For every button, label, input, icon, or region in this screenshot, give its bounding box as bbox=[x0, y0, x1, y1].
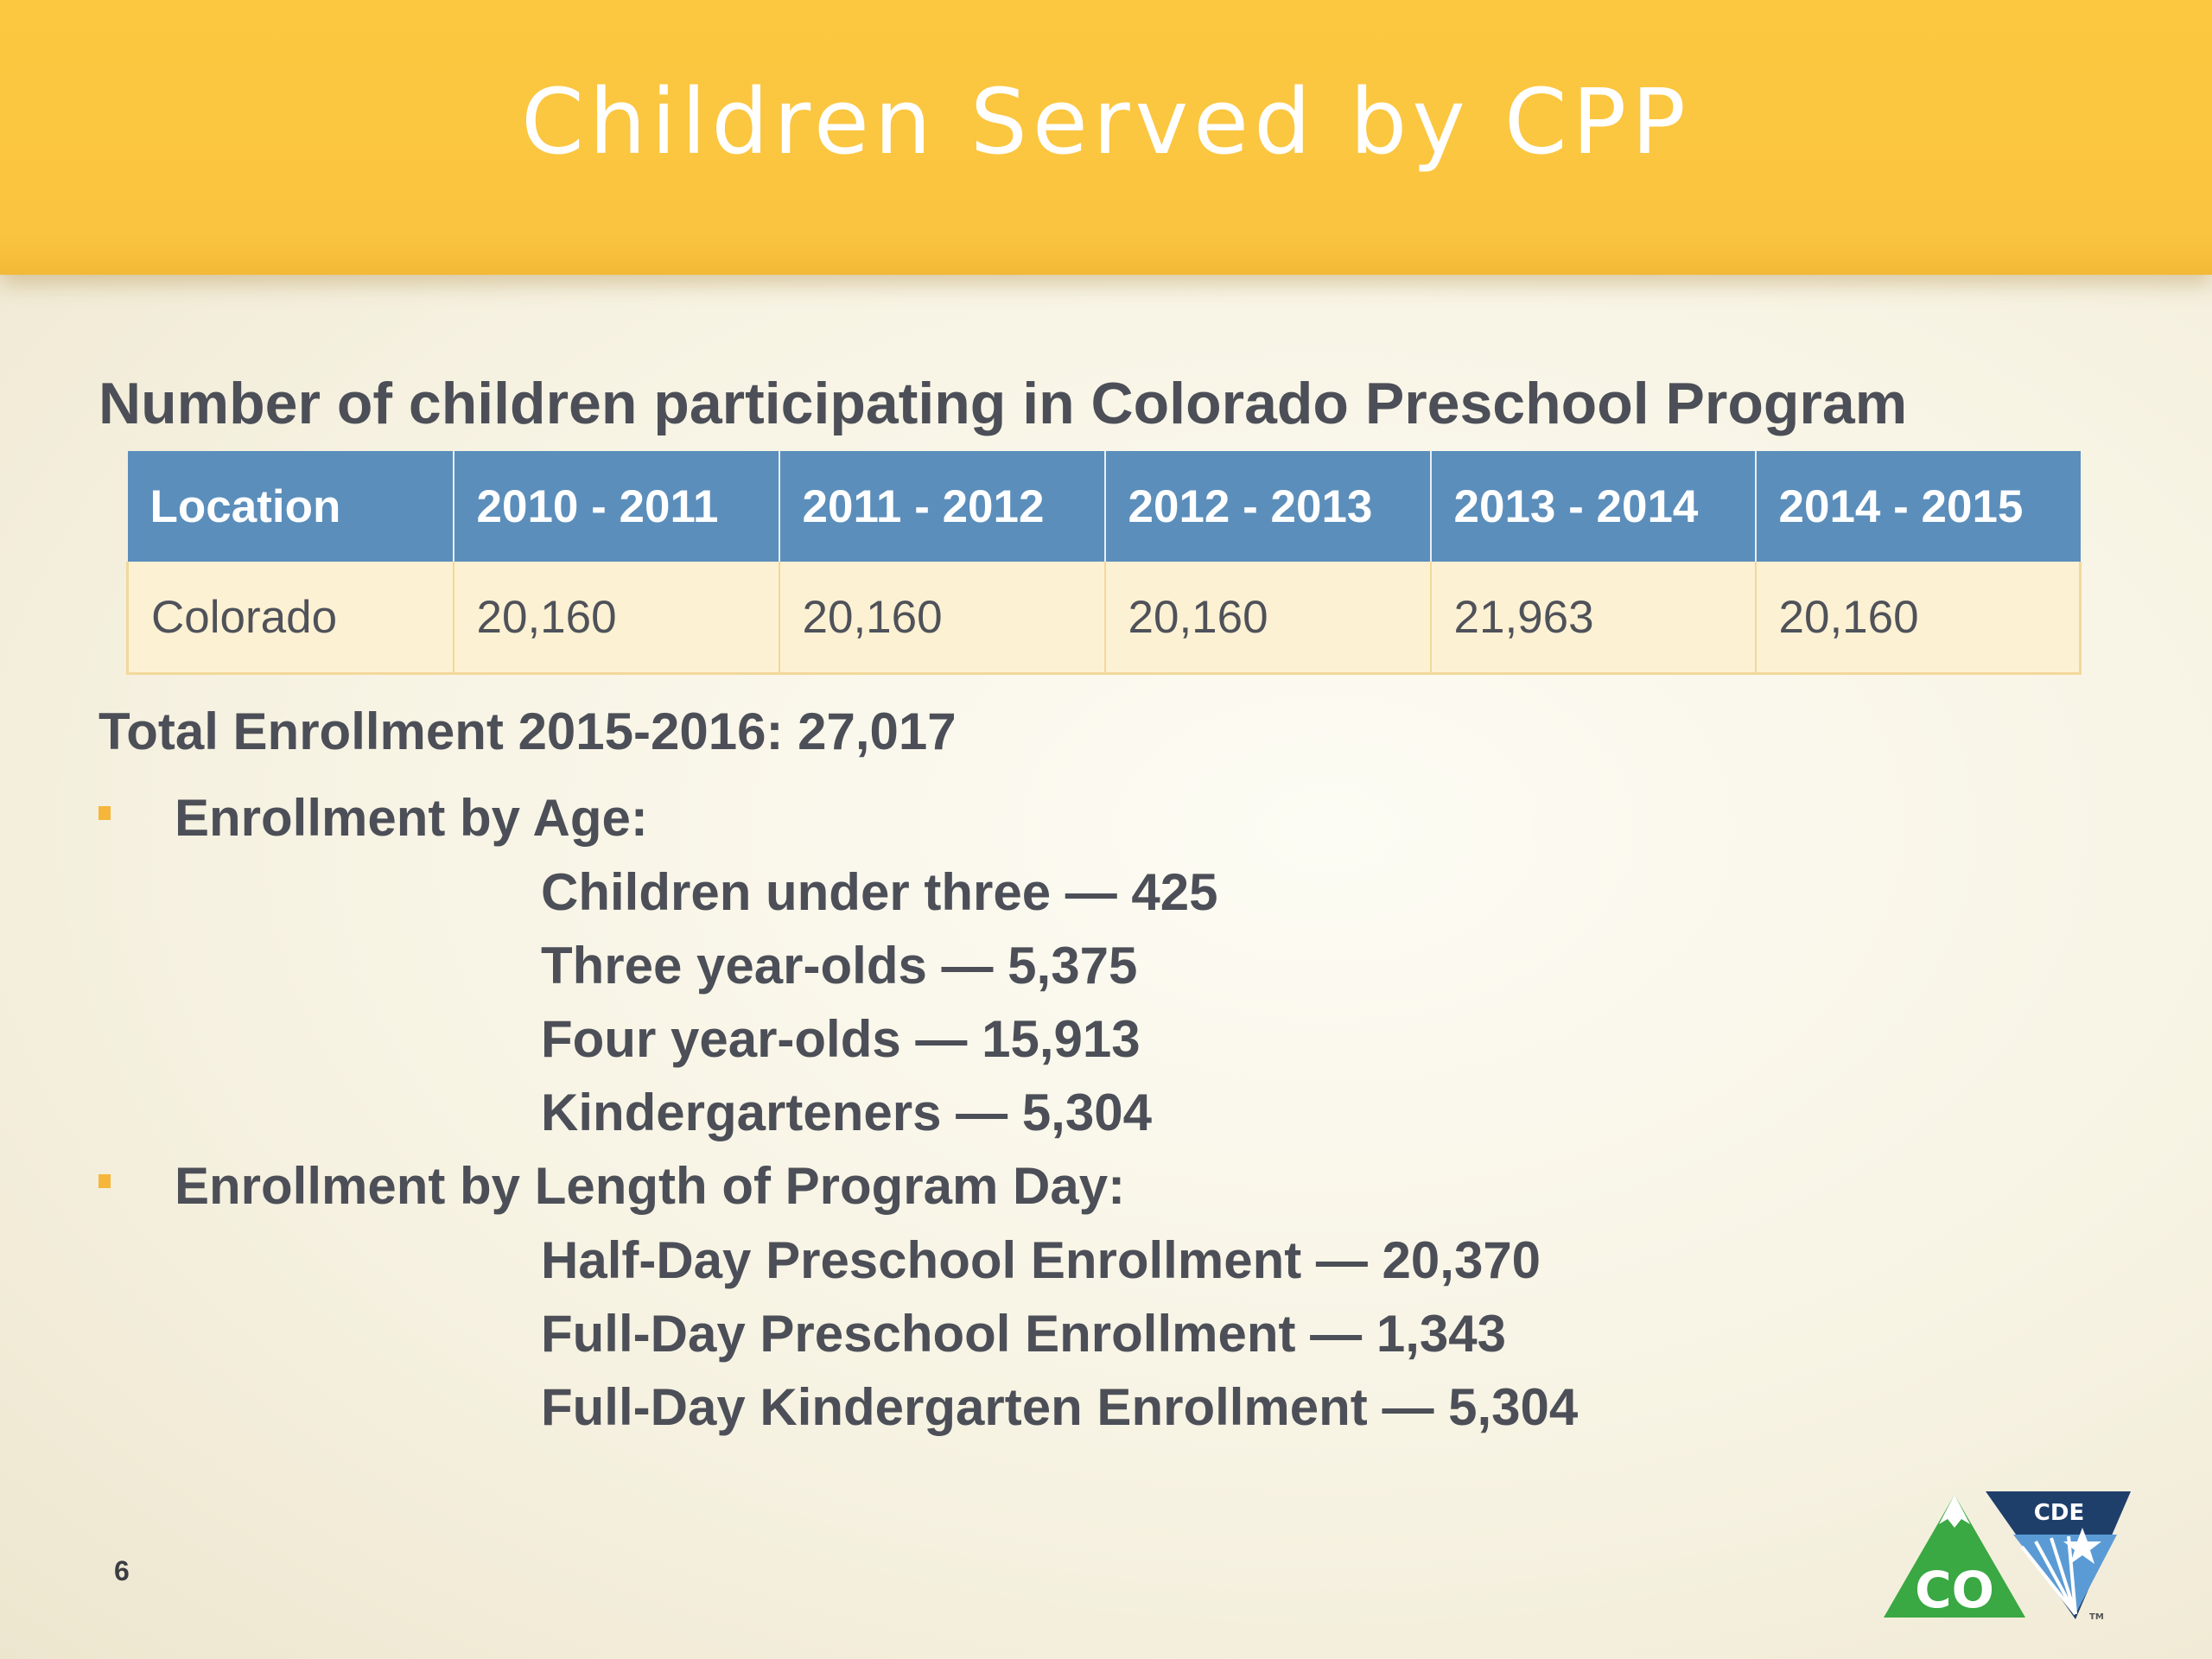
title-bar: Children Served by CPP bbox=[0, 0, 2212, 275]
mountain-peak-icon bbox=[1939, 1495, 1970, 1528]
cell-location: Colorado bbox=[126, 562, 454, 675]
star-icon bbox=[2063, 1528, 2101, 1564]
header-2012-2013: 2012 - 2013 bbox=[1104, 451, 1432, 562]
list-item: Full-Day Preschool Enrollment — 1,343 bbox=[541, 1305, 1506, 1363]
table-row: Colorado 20,160 20,160 20,160 21,963 20,… bbox=[126, 562, 2082, 675]
list-item: Full-Day Kindergarten Enrollment — 5,304 bbox=[541, 1378, 1579, 1436]
cell-2010-2011: 20,160 bbox=[453, 562, 780, 675]
cell-2013-2014: 21,963 bbox=[1430, 562, 1757, 675]
list-item: Kindergarteners — 5,304 bbox=[541, 1084, 1152, 1141]
cde-colorado-logo: CO CDE TM bbox=[1884, 1491, 2131, 1622]
total-enrollment: Total Enrollment 2015-2016: 27,017 bbox=[99, 702, 957, 760]
slide-number: 6 bbox=[114, 1555, 130, 1586]
table-header-row: Location 2010 - 2011 2011 - 2012 2012 - … bbox=[127, 451, 2081, 562]
bullet-square-icon bbox=[99, 805, 111, 820]
slide-title: Children Served by CPP bbox=[521, 69, 1691, 175]
list-item: Children under three — 425 bbox=[541, 863, 1218, 921]
section-heading: Number of children participating in Colo… bbox=[99, 371, 1908, 436]
bullet-enrollment-by-age: Enrollment by Age: bbox=[99, 788, 648, 848]
list-item: Four year-olds — 15,913 bbox=[541, 1010, 1141, 1068]
list-item: Half-Day Preschool Enrollment — 20,370 bbox=[541, 1231, 1541, 1289]
list-item: Three year-olds — 5,375 bbox=[541, 937, 1138, 995]
header-location: Location bbox=[127, 451, 454, 562]
bullet-enrollment-by-length: Enrollment by Length of Program Day: bbox=[99, 1156, 1125, 1216]
cde-label-box bbox=[2024, 1500, 2094, 1526]
header-2014-2015: 2014 - 2015 bbox=[1755, 451, 2081, 562]
header-2011-2012: 2011 - 2012 bbox=[779, 451, 1106, 562]
trademark-text: TM bbox=[2089, 1612, 2104, 1622]
bullet-square-icon bbox=[99, 1173, 111, 1188]
header-2013-2014: 2013 - 2014 bbox=[1430, 451, 1757, 562]
cell-2011-2012: 20,160 bbox=[779, 562, 1106, 675]
co-logo-text: CO bbox=[1915, 1560, 1994, 1619]
cell-2014-2015: 20,160 bbox=[1755, 562, 2082, 675]
bullet-label: Enrollment by Age: bbox=[175, 789, 648, 847]
cell-2012-2013: 20,160 bbox=[1104, 562, 1432, 675]
bullet-label: Enrollment by Length of Program Day: bbox=[175, 1157, 1126, 1215]
cde-logo-text: CDE bbox=[2034, 1500, 2084, 1526]
enrollment-table: Location 2010 - 2011 2011 - 2012 2012 - … bbox=[126, 451, 2082, 675]
header-2010-2011: 2010 - 2011 bbox=[453, 451, 780, 562]
co-triangle-icon bbox=[1884, 1495, 2025, 1618]
